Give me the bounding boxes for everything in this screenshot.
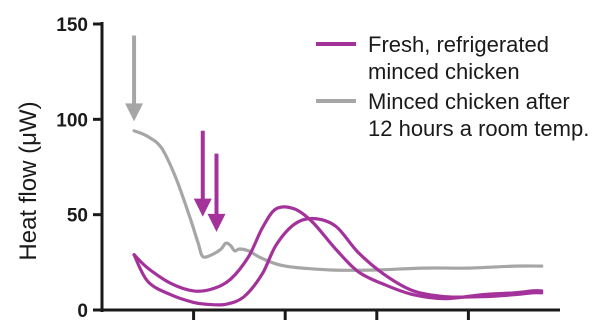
- series-line-1: [132, 216, 544, 307]
- y-ticks: 0 50 100 150: [56, 15, 102, 320]
- x-ticks: [192, 310, 470, 320]
- legend-label: minced chicken: [368, 59, 520, 84]
- legend-label: Minced chicken after: [368, 89, 570, 114]
- legend-label: 12 hours a room temp.: [368, 116, 589, 141]
- axes: [100, 22, 560, 312]
- annotation-arrow-1: [125, 35, 144, 122]
- series-line-2: [132, 205, 544, 301]
- y-tick-label: 50: [67, 206, 88, 227]
- y-tick-label: 150: [56, 15, 88, 36]
- series-line-3: [132, 129, 544, 272]
- legend-label: Fresh, refrigerated: [368, 32, 549, 57]
- annotation-arrow-3: [207, 153, 226, 232]
- series-layer: [132, 129, 544, 307]
- annotation-arrow-2: [193, 130, 212, 217]
- arrow-layer: [125, 35, 226, 232]
- y-tick-label: 0: [77, 301, 88, 320]
- y-axis-title: Heat flow (μW): [15, 101, 42, 260]
- y-tick-label: 100: [56, 110, 88, 131]
